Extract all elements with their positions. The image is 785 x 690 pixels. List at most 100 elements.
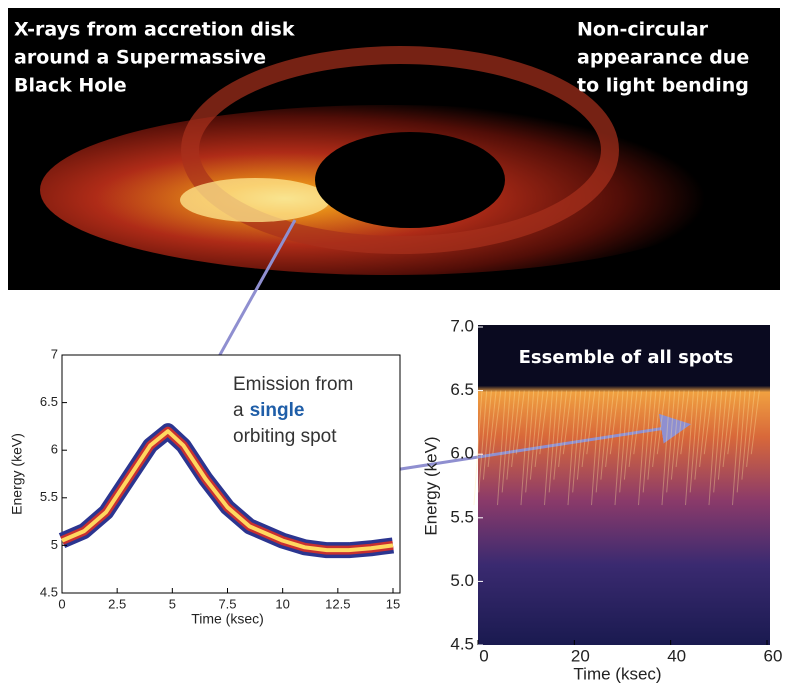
streak: [529, 390, 539, 480]
x-tick-label: 20: [571, 646, 590, 665]
black-hole: [315, 132, 505, 228]
streak: [515, 390, 525, 455]
streak: [553, 390, 563, 480]
streak: [558, 390, 568, 467]
caption-line: X-rays from accretion disk: [14, 19, 295, 41]
streak: [638, 390, 647, 506]
streak: [567, 390, 577, 506]
streak: [713, 390, 723, 493]
streak: [694, 390, 704, 480]
streak: [732, 390, 741, 506]
annotation-emphasis: single: [250, 400, 305, 421]
streak: [586, 390, 596, 455]
streak: [539, 390, 549, 455]
caption-line: appearance due: [577, 47, 749, 69]
streak: [623, 390, 633, 480]
streak: [525, 390, 535, 493]
x-tick-label: 60: [764, 646, 783, 665]
streak: [675, 390, 685, 467]
streak: [614, 390, 624, 506]
disk-hotspot: [180, 178, 330, 222]
streak: [708, 390, 718, 506]
streak: [685, 390, 694, 506]
annotation-part: a: [233, 400, 244, 421]
y-tick-label: 6.0: [450, 444, 474, 463]
caption-line: to light bending: [577, 75, 749, 97]
streak: [609, 390, 619, 455]
streak: [741, 390, 751, 480]
x-tick-label: 40: [667, 646, 686, 665]
chart: Essemble of all spots 0 20 40 60 4.5 5.0 5.5 6.0…: [421, 316, 782, 683]
chart-title: Essemble of all spots: [519, 347, 734, 368]
streak: [478, 390, 488, 493]
streak: [482, 390, 492, 480]
x-tick-label: 0: [58, 596, 65, 611]
caption-line: Non-circular: [577, 19, 709, 41]
y-axis-label: Energy (keV): [421, 436, 440, 535]
spectrogram-image: [478, 325, 770, 645]
y-tick-label: 6.5: [450, 380, 474, 399]
streak: [581, 390, 591, 467]
annotation: orbiting spot: [233, 426, 337, 447]
chart: Emission from a single orbiting spot 0 2.5 5 7.…: [9, 346, 401, 627]
caption-right: Non-circular appearance due to light bendi…: [577, 19, 749, 97]
streak: [497, 390, 506, 506]
y-tick-label: 7.0: [450, 316, 474, 335]
streak: [689, 390, 699, 493]
caption-line: around a Supermassive: [14, 47, 266, 69]
streak: [562, 390, 572, 455]
streak: [572, 390, 582, 493]
y-tick-label: 4.5: [450, 634, 474, 653]
streak: [699, 390, 709, 467]
x-tick-label: 7.5: [218, 596, 236, 611]
y-tick-label: 6: [51, 442, 58, 457]
streak: [722, 390, 732, 467]
y-tick-label: 5.5: [40, 489, 58, 504]
streak: [534, 390, 544, 467]
streak: [656, 390, 666, 455]
streak: [628, 390, 638, 467]
streak: [670, 390, 680, 480]
data-line: [61, 429, 394, 553]
streak: [473, 390, 483, 506]
y-tick-label: 5.5: [450, 507, 474, 526]
streak: [548, 390, 558, 493]
y-tick-label: 5.0: [450, 571, 474, 590]
streak: [576, 390, 586, 480]
streak: [492, 390, 502, 455]
streak: [661, 390, 671, 506]
y-tick-label: 5: [51, 537, 58, 552]
y-tick-label: 6.5: [40, 394, 58, 409]
streak: [619, 390, 629, 493]
y-axis-label: Energy (keV): [9, 433, 25, 515]
streak: [750, 390, 760, 455]
streak: [717, 390, 727, 480]
x-tick-label: 5: [169, 596, 176, 611]
streak: [487, 390, 497, 467]
streak: [600, 390, 610, 480]
y-tick-label: 7: [51, 346, 58, 361]
streak: [633, 390, 643, 455]
streak: [591, 390, 600, 506]
caption-left: X-rays from accretion disk around a Super…: [14, 19, 295, 97]
streak: [727, 390, 737, 455]
streak: [544, 390, 553, 506]
caption-line: Black Hole: [14, 75, 127, 97]
streak: [511, 390, 521, 467]
streak: [746, 390, 756, 467]
x-tick-label: 10: [275, 596, 289, 611]
x-axis-label: Time (ksec): [191, 611, 264, 627]
x-tick-label: 12.5: [325, 596, 350, 611]
streak: [642, 390, 652, 493]
x-axis-label: Time (ksec): [573, 664, 661, 683]
streak: [703, 390, 713, 455]
streak: [736, 390, 746, 493]
x-tick-label: 0: [479, 646, 488, 665]
streak: [605, 390, 615, 467]
streak: [501, 390, 511, 493]
streak: [666, 390, 676, 493]
x-tick-label: 15: [386, 596, 400, 611]
streak: [680, 390, 690, 455]
